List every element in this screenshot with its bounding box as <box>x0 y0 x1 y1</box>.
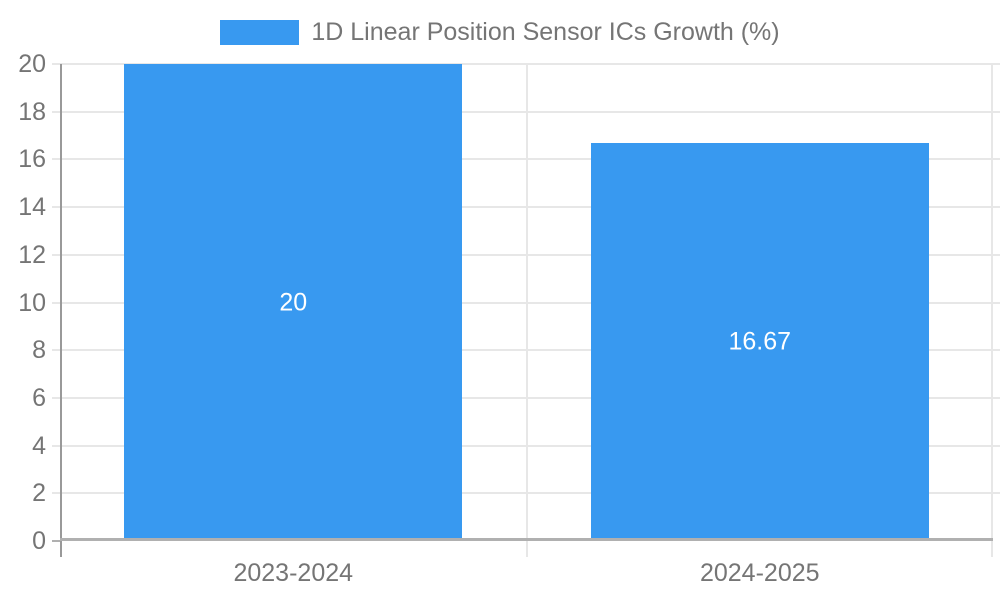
legend-item[interactable]: 1D Linear Position Sensor ICs Growth (%) <box>220 18 780 47</box>
x-axis-line <box>60 538 993 541</box>
x-axis-tick-label: 2023-2024 <box>233 559 354 587</box>
y-axis-tick-label: 14 <box>18 193 46 222</box>
y-axis-tick-label: 4 <box>32 431 46 460</box>
bar-value-label: 20 <box>279 288 308 316</box>
y-axis-tick-label: 8 <box>32 336 46 365</box>
bar-value-label: 16.67 <box>728 327 792 356</box>
plot-area: 0 2 4 6 8 10 12 14 16 18 20 20 2023-2024 16.67 2024-20… <box>18 50 1000 587</box>
y-axis-tick-label: 20 <box>18 50 46 78</box>
y-zero-tick <box>52 540 60 542</box>
y-axis-tick-label: 18 <box>18 97 46 126</box>
x-axis-tick-label: 2024-2025 <box>699 559 820 587</box>
plot-right-border <box>991 64 993 557</box>
bar <box>124 64 463 538</box>
category-boundary-gridline <box>525 64 528 557</box>
y-axis-tick-label: 0 <box>32 527 46 555</box>
bar <box>590 143 929 538</box>
legend-label: 1D Linear Position Sensor ICs Growth (%) <box>311 18 780 46</box>
y-axis-tick-label: 2 <box>32 479 46 508</box>
legend: 1D Linear Position Sensor ICs Growth (%) <box>0 18 1000 47</box>
y-axis-tick-label: 16 <box>18 145 46 174</box>
y-axis-tick-label: 12 <box>18 240 46 269</box>
y-axis-tick-label: 10 <box>18 288 46 317</box>
legend-swatch <box>220 20 300 45</box>
y-axis-line <box>60 64 62 557</box>
y-axis-tick-label: 6 <box>32 383 46 412</box>
